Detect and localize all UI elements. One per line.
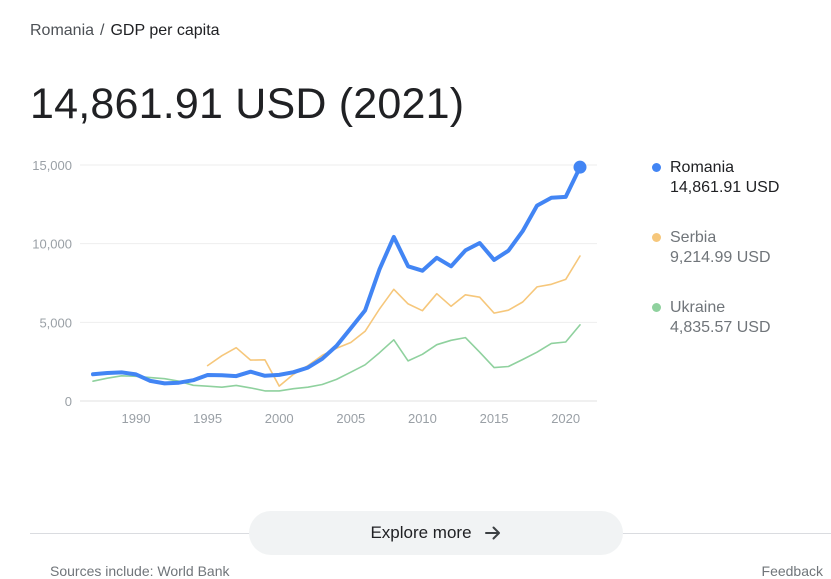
legend-series-name: Serbia — [670, 229, 717, 246]
legend-item-romania[interactable]: Romania 14,861.91 USD — [652, 158, 822, 198]
series-line-ukraine — [92, 324, 581, 392]
y-tick-label: 15,000 — [32, 158, 72, 173]
explore-more-label: Explore more — [370, 523, 472, 542]
sources-text: Sources include: World Bank — [50, 563, 230, 579]
feedback-link[interactable]: Feedback — [761, 563, 823, 579]
x-tick-label: 2015 — [480, 411, 509, 426]
x-tick-label: 1995 — [193, 411, 222, 426]
series-endpoint-romania[interactable] — [573, 160, 587, 174]
legend-item-ukraine[interactable]: Ukraine 4,835.57 USD — [652, 298, 822, 338]
x-tick-label: 2005 — [336, 411, 365, 426]
series-line-serbia — [206, 255, 581, 387]
x-axis-tick-labels: 1990 1995 2000 2005 2010 2015 2020 — [122, 411, 581, 426]
y-tick-label: 10,000 — [32, 237, 72, 252]
legend-dot-icon — [652, 163, 661, 172]
x-tick-label: 2010 — [408, 411, 437, 426]
chart-series — [91, 160, 587, 392]
legend-series-name: Ukraine — [670, 299, 726, 316]
breadcrumb-current: GDP per capita — [110, 22, 220, 39]
chart-legend: Romania 14,861.91 USD Serbia 9,214.99 US… — [652, 158, 822, 368]
legend-series-name: Romania — [670, 159, 735, 176]
breadcrumb: Romania / GDP per capita — [30, 22, 220, 40]
headline-value: 14,861.91 USD (2021) — [30, 80, 465, 128]
x-tick-label: 2000 — [265, 411, 294, 426]
y-tick-label: 0 — [65, 394, 72, 409]
arrow-right-icon — [484, 524, 502, 542]
breadcrumb-separator: / — [100, 22, 105, 39]
legend-dot-icon — [652, 233, 661, 242]
series-line-romania — [91, 165, 582, 386]
x-tick-label: 1990 — [122, 411, 151, 426]
breadcrumb-parent-link[interactable]: Romania — [30, 22, 95, 39]
y-tick-label: 5,000 — [39, 315, 72, 330]
legend-item-serbia[interactable]: Serbia 9,214.99 USD — [652, 228, 822, 268]
legend-dot-icon — [652, 303, 661, 312]
x-tick-label: 2020 — [551, 411, 580, 426]
y-axis-tick-labels: 0 5,000 10,000 15,000 — [32, 158, 72, 409]
legend-series-value: 9,214.99 USD — [670, 249, 771, 266]
legend-series-value: 14,861.91 USD — [670, 179, 780, 196]
explore-more-button[interactable]: Explore more — [249, 511, 623, 555]
chart-gridlines — [80, 164, 597, 402]
legend-series-value: 4,835.57 USD — [670, 319, 771, 336]
